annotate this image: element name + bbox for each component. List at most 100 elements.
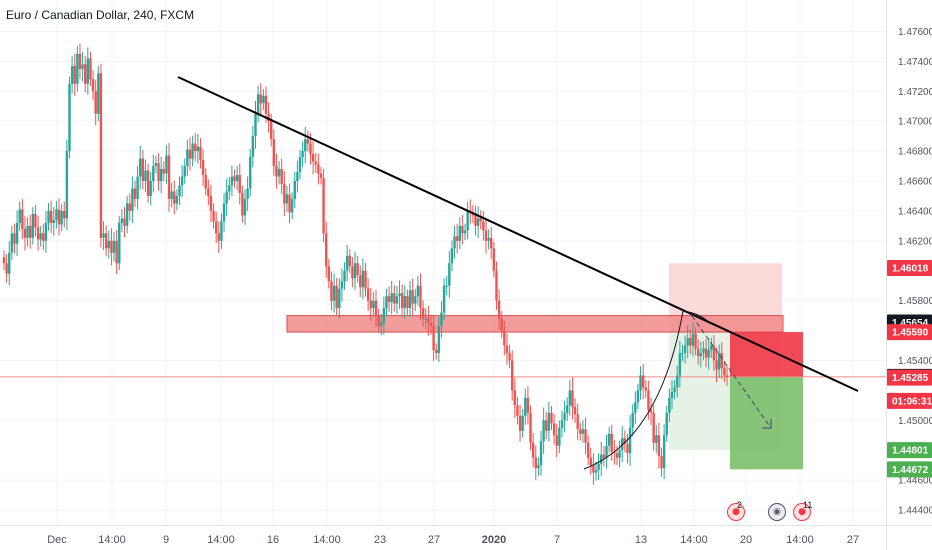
- stop-zone-dark: [730, 332, 803, 377]
- candle-body: [180, 176, 184, 186]
- candle-body: [288, 194, 291, 213]
- dividends-icon[interactable]: ●: [727, 503, 745, 521]
- candle: [36, 215, 40, 251]
- candle: [18, 201, 21, 231]
- candle: [238, 163, 241, 205]
- candle-body: [542, 420, 545, 442]
- candle-body: [421, 308, 425, 319]
- candle-body: [521, 415, 524, 431]
- splits-icon[interactable]: ●: [793, 503, 811, 521]
- candle: [306, 131, 310, 152]
- candle: [710, 337, 713, 358]
- candle: [99, 63, 103, 248]
- event-count: 11: [803, 500, 813, 510]
- candle: [55, 200, 58, 229]
- candle: [424, 308, 427, 329]
- price-tags: 1.460181.456541.455901.452901.4528501:06…: [887, 260, 932, 478]
- candle-body: [382, 308, 386, 324]
- candle-body: [165, 155, 168, 174]
- candle-body: [550, 412, 553, 424]
- candle: [167, 142, 171, 212]
- x-tick-label: 20: [740, 534, 752, 546]
- candle-body: [406, 296, 409, 309]
- candle: [228, 176, 231, 201]
- candle: [639, 366, 642, 400]
- candle: [699, 341, 703, 368]
- candle-body: [445, 285, 448, 287]
- candle-body: [610, 433, 613, 452]
- candle-body: [655, 435, 658, 443]
- candle-body: [639, 375, 642, 391]
- candle-body: [568, 390, 572, 406]
- candle-body: [298, 157, 302, 173]
- projection-arrowhead: [762, 419, 772, 429]
- candle-body: [60, 210, 63, 225]
- candle: [298, 149, 302, 180]
- candle-body: [571, 390, 574, 407]
- candle-body: [581, 429, 585, 434]
- candle-body: [267, 113, 270, 122]
- candle-body: [490, 237, 493, 249]
- candle-body: [44, 222, 48, 241]
- candle-body: [723, 367, 726, 376]
- candle: [531, 433, 535, 468]
- candle-body: [330, 281, 333, 301]
- candle-body: [660, 456, 663, 469]
- candle: [534, 445, 537, 481]
- candle-body: [152, 166, 155, 182]
- candle-body: [306, 139, 310, 144]
- x-tick-label: Dec: [47, 534, 67, 546]
- candle: [463, 223, 467, 241]
- candle: [408, 281, 412, 318]
- candle-body: [107, 240, 110, 249]
- candle: [432, 315, 435, 361]
- candle: [505, 333, 509, 366]
- drawings[interactable]: [177, 76, 859, 470]
- candle: [521, 409, 524, 438]
- candle: [411, 278, 414, 316]
- candle-body: [269, 121, 273, 140]
- earnings-icon[interactable]: ◉: [768, 503, 786, 521]
- candle-body: [262, 95, 265, 104]
- candle-body: [78, 53, 82, 69]
- candle-body: [526, 397, 530, 413]
- candle: [162, 161, 165, 182]
- candle-body: [411, 290, 414, 304]
- candle: [545, 411, 548, 440]
- candle: [542, 407, 545, 454]
- candle-body: [524, 397, 527, 416]
- candle: [364, 262, 367, 297]
- candle-body: [518, 415, 522, 431]
- candle-body: [178, 185, 181, 196]
- candle-body: [220, 221, 223, 241]
- candle-body: [387, 296, 391, 303]
- candle-body: [188, 149, 192, 159]
- candle-body: [332, 285, 336, 301]
- candle-body: [280, 169, 283, 184]
- candle-body: [408, 290, 412, 309]
- x-tick-label: 14:00: [207, 534, 235, 546]
- y-tick-label: 1.45400: [898, 356, 932, 367]
- candle-body: [146, 170, 150, 196]
- candle: [283, 171, 286, 217]
- candle: [275, 153, 278, 189]
- candle: [254, 100, 257, 149]
- candle-body: [686, 338, 689, 346]
- price-tag-bg: [887, 442, 932, 459]
- candle-body: [715, 360, 718, 370]
- candle: [256, 85, 260, 123]
- candle: [183, 158, 186, 184]
- candle-body: [696, 348, 700, 356]
- candle-body: [102, 233, 105, 238]
- candle: [78, 43, 82, 80]
- candle: [584, 417, 587, 455]
- candle-body: [600, 454, 603, 464]
- candle: [683, 335, 687, 364]
- candle: [356, 255, 359, 283]
- x-tick-label: 27: [847, 534, 859, 546]
- candle-body: [356, 263, 359, 276]
- candle: [73, 53, 76, 96]
- candle: [427, 305, 430, 336]
